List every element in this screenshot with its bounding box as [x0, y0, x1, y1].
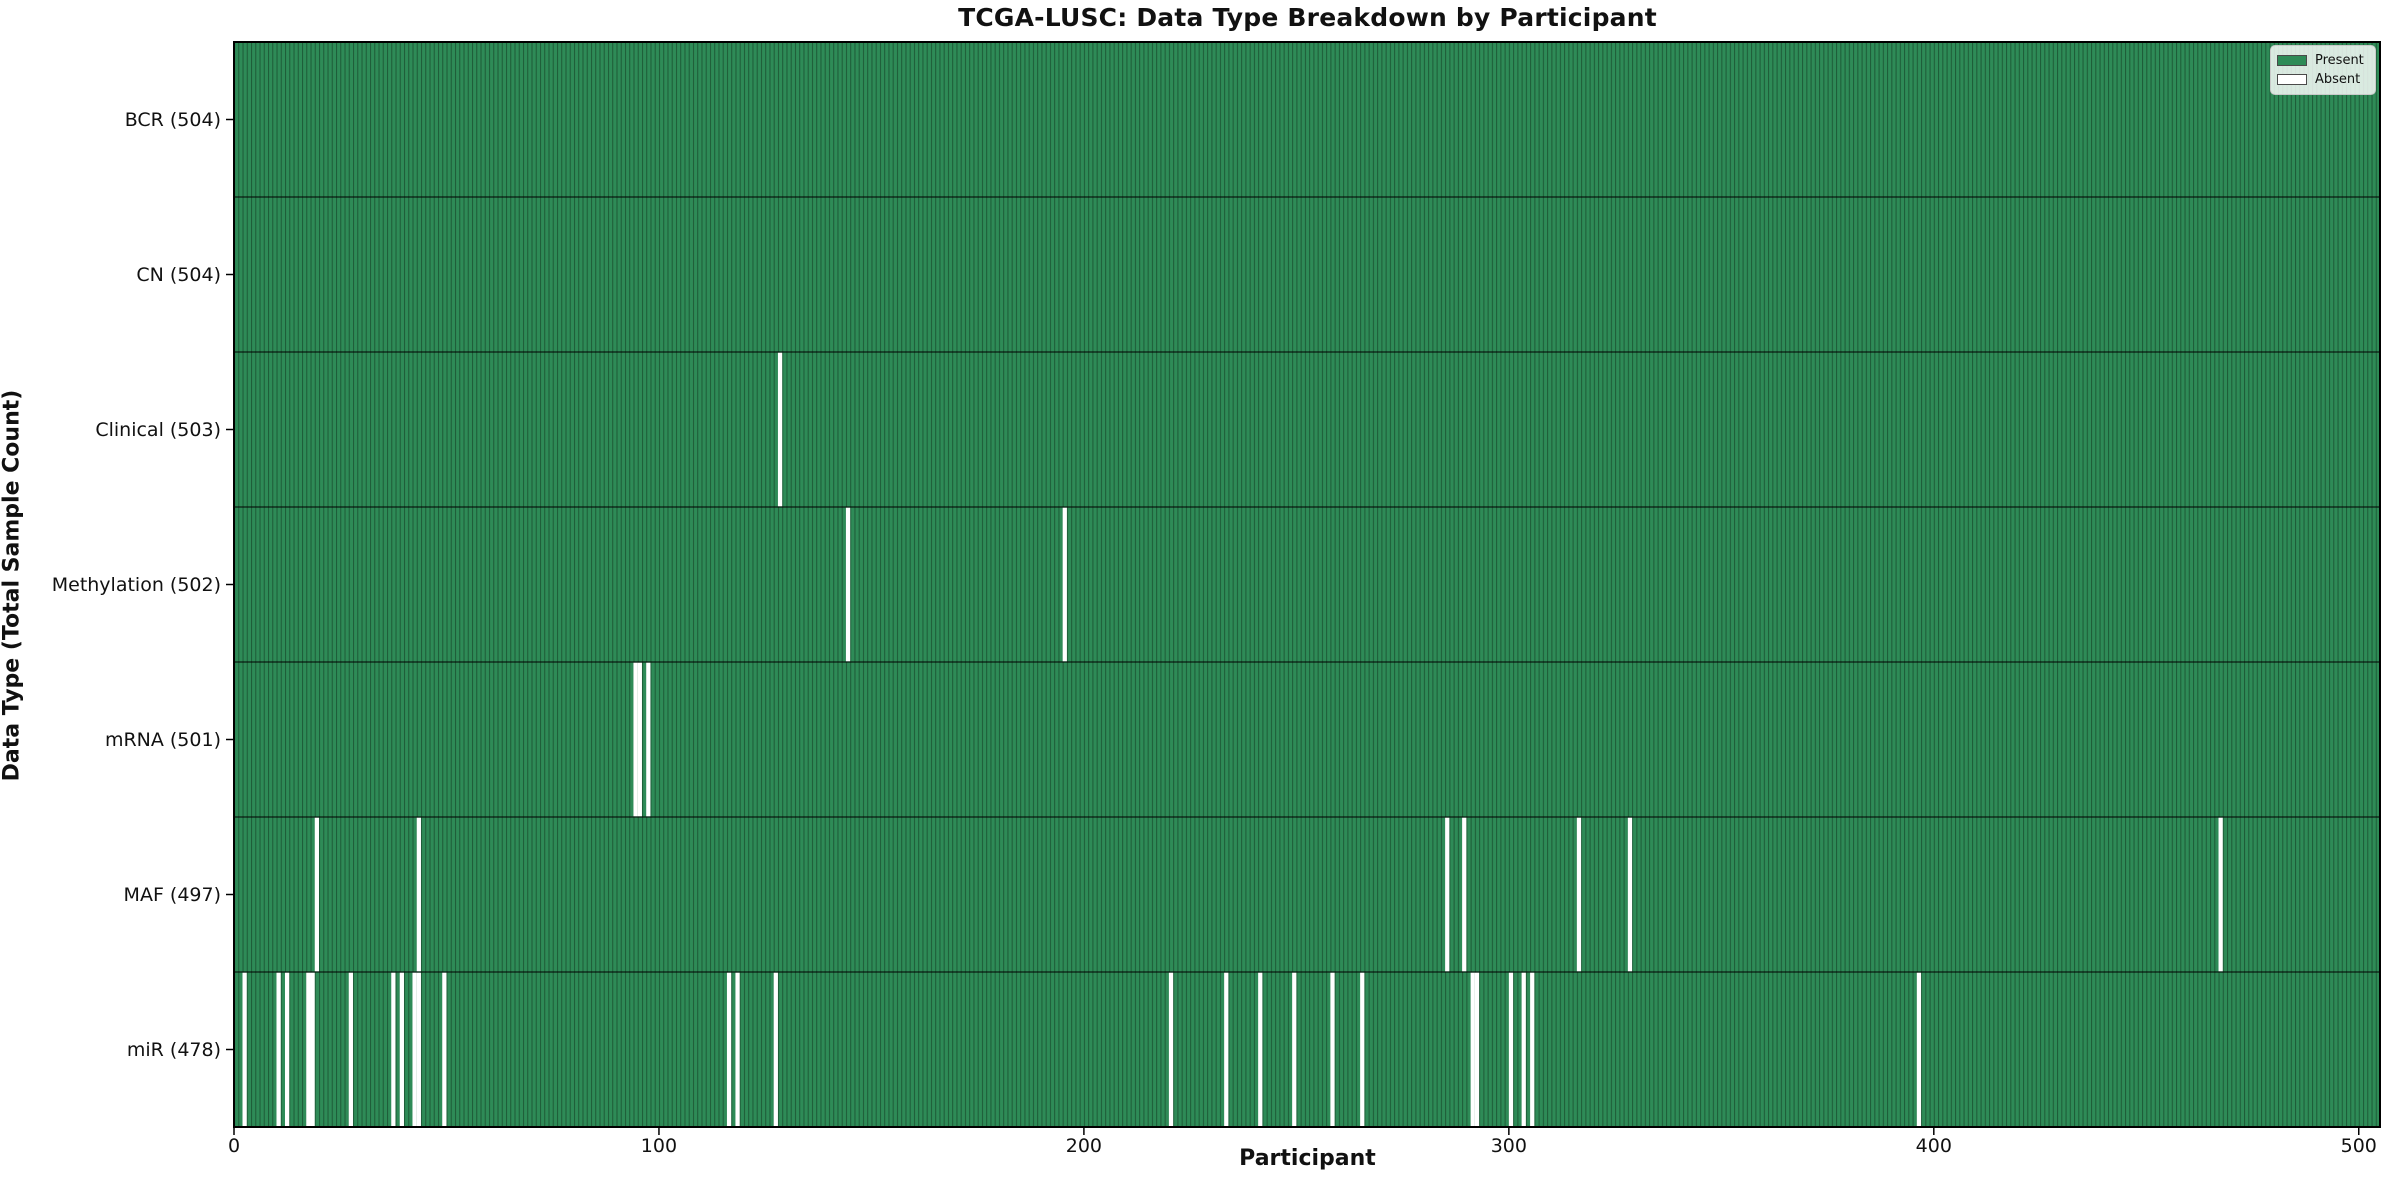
absent-marker-miR — [284, 972, 290, 1127]
present-swatch-icon — [2277, 55, 2307, 66]
absent-marker-Clinical — [777, 352, 783, 507]
absent-marker-Methylation — [845, 507, 851, 662]
absent-marker-MAF — [416, 817, 421, 972]
absent-marker-MAF — [314, 817, 319, 972]
absent-marker-miR — [412, 972, 417, 1127]
absent-marker-miR — [391, 972, 396, 1127]
y-tick-label-Clinical: Clinical (503) — [95, 418, 221, 441]
legend-entry-absent: Absent — [2277, 70, 2367, 89]
x-tick-labels: 0 100 200 300 400 500 — [0, 1135, 2400, 1163]
y-tick-label-MAF: MAF (497) — [123, 883, 221, 906]
absent-marker-miR — [1330, 972, 1335, 1127]
absent-marker-Methylation — [1062, 507, 1067, 662]
absent-marker-MAF — [1445, 817, 1450, 972]
absent-marker-mRNA — [646, 662, 651, 817]
absent-marker-MAF — [1627, 817, 1633, 972]
x-tick-label-300: 300 — [1490, 1135, 1527, 1157]
absent-marker-miR — [1916, 972, 1922, 1127]
y-tick-label-Methylation: Methylation (502) — [51, 573, 221, 596]
absent-marker-miR — [735, 972, 740, 1127]
y-tick-label-CN: CN (504) — [136, 263, 221, 286]
plot-border — [233, 41, 2381, 1128]
absent-marker-miR — [773, 972, 778, 1127]
legend: Present Absent — [2270, 45, 2376, 95]
y-tick-label-mRNA: mRNA (501) — [104, 728, 221, 751]
y-tick-labels: BCR (504) CN (504) Clinical (503) Methylati… — [0, 0, 221, 1200]
absent-marker-mRNA — [637, 662, 642, 817]
absent-marker-miR — [442, 972, 447, 1127]
absent-marker-miR — [348, 972, 353, 1127]
absent-marker-miR — [276, 972, 281, 1127]
absent-marker-miR — [1258, 972, 1263, 1127]
absent-marker-miR — [399, 972, 404, 1127]
y-tick-label-BCR: BCR (504) — [124, 108, 221, 131]
x-axis-label: Participant — [1239, 1146, 1376, 1171]
legend-label-present: Present — [2315, 53, 2364, 68]
absent-swatch-icon — [2277, 74, 2307, 85]
y-tick-label-miR: miR (478) — [126, 1038, 221, 1061]
x-tick-label-200: 200 — [1065, 1135, 1103, 1157]
absent-marker-miR — [416, 972, 421, 1127]
absent-marker-miR — [1360, 972, 1365, 1127]
chart-title: TCGA-LUSC: Data Type Breakdown by Partic… — [958, 3, 1657, 32]
absent-marker-miR — [310, 972, 315, 1127]
absent-marker-miR — [1470, 972, 1475, 1127]
x-tick-label-100: 100 — [640, 1135, 678, 1157]
absent-marker-miR — [1474, 972, 1480, 1127]
absent-marker-MAF — [1576, 817, 1582, 972]
absent-marker-miR — [1168, 972, 1174, 1127]
absent-marker-MAF — [2218, 817, 2223, 972]
absent-marker-miR — [242, 972, 247, 1127]
legend-entry-present: Present — [2277, 51, 2367, 70]
absent-marker-miR — [1292, 972, 1297, 1127]
absent-marker-miR — [1224, 972, 1229, 1127]
present-field — [234, 42, 2380, 1127]
x-tick-label-500: 500 — [2340, 1135, 2377, 1157]
absent-marker-MAF — [1462, 817, 1467, 972]
absent-marker-miR — [306, 972, 311, 1127]
x-tick-label-400: 400 — [1915, 1135, 1952, 1157]
absent-marker-miR — [726, 972, 732, 1127]
absent-marker-miR — [1530, 972, 1535, 1127]
absent-marker-miR — [1508, 972, 1514, 1127]
absent-marker-miR — [1521, 972, 1526, 1127]
absent-marker-mRNA — [633, 662, 638, 817]
x-tick-label-0: 0 — [227, 1135, 241, 1157]
legend-label-absent: Absent — [2315, 72, 2361, 87]
